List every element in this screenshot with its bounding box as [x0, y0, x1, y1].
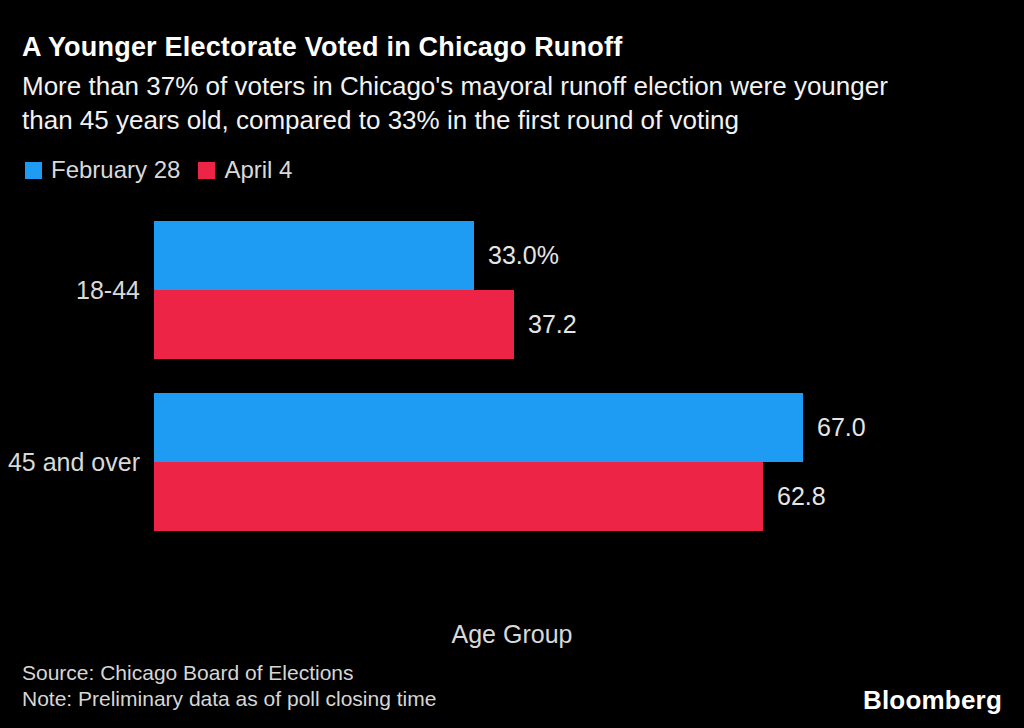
source-text: Source: Chicago Board of Elections [22, 661, 354, 685]
category-label: 18-44 [0, 221, 140, 359]
bar-group: 45 and over 67.062.8 [0, 393, 1024, 531]
bar-april-4 [154, 462, 763, 531]
category-label: 45 and over [0, 393, 140, 531]
value-label: 62.8 [777, 462, 826, 531]
bar-april-4 [154, 290, 514, 359]
note-text: Note: Preliminary data as of poll closin… [22, 687, 436, 711]
bloomberg-logo: Bloomberg [863, 685, 1002, 716]
bar-group: 18-44 33.0%37.2 [0, 221, 1024, 359]
value-label: 33.0% [488, 221, 559, 290]
value-label: 67.0 [817, 393, 866, 462]
value-label: 37.2 [528, 290, 577, 359]
x-axis-label: Age Group [0, 620, 1024, 649]
bar-chart: 18-44 33.0%37.2 45 and over 67.062.8 [0, 0, 1024, 728]
bar-february-28 [154, 393, 803, 462]
chart-canvas: A Younger Electorate Voted in Chicago Ru… [0, 0, 1024, 728]
bar-february-28 [154, 221, 474, 290]
